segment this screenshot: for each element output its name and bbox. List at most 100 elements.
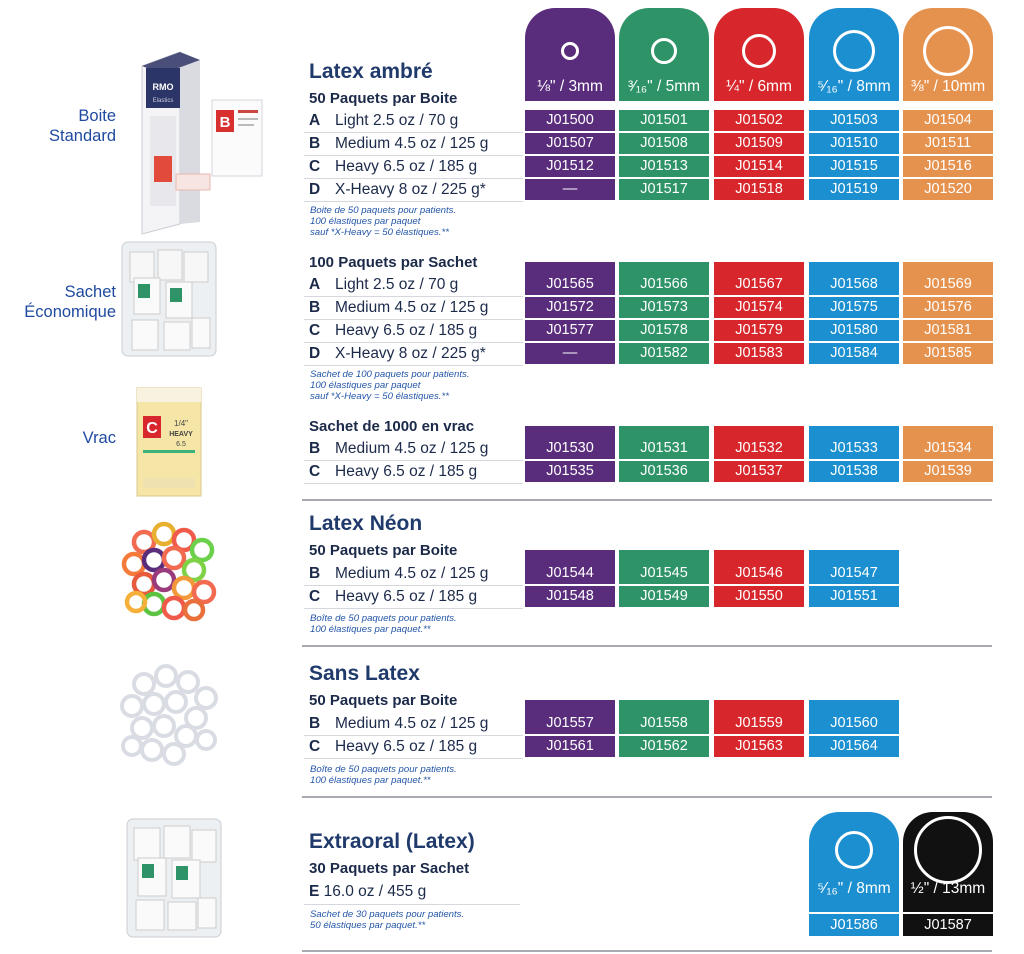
table-row-label: C Heavy 6.5 oz / 185 g xyxy=(309,736,477,757)
row-letter: D xyxy=(309,181,321,198)
table-row-label: B Medium 4.5 oz / 125 g xyxy=(309,133,488,154)
product-code-cell: J01500 xyxy=(525,110,615,131)
product-code-cell: J01539 xyxy=(903,461,993,482)
note-line: Sachet de 30 paquets pour patients. xyxy=(310,909,465,920)
product-code-cell: J01577 xyxy=(525,320,615,341)
product-code-cell: J01583 xyxy=(714,343,804,364)
row-name: Heavy xyxy=(335,738,379,755)
tag-hole-icon xyxy=(923,26,973,76)
row-line xyxy=(304,585,523,586)
table-row-label: A Light 2.5 oz / 70 g xyxy=(309,110,458,131)
product-code-cell: J01519 xyxy=(809,179,899,200)
sachet-photo xyxy=(121,241,217,357)
product-code-cell: J01518 xyxy=(714,179,804,200)
color-strip xyxy=(809,700,899,713)
note-line: 100 élastiques par paquet.** xyxy=(310,624,431,635)
product-code-cell: J01514 xyxy=(714,156,804,177)
row-name: Light xyxy=(335,112,369,129)
side-label-economique-line1: Sachet xyxy=(64,283,116,301)
size-tag: ³⁄₁₆" / 5mm xyxy=(619,8,709,101)
note-line: Boite de 50 paquets pour patients. xyxy=(310,205,457,216)
sans-latex-title: Sans Latex xyxy=(309,662,420,685)
row-letter: A xyxy=(309,276,321,293)
table-row-label: C Heavy 6.5 oz / 185 g xyxy=(309,461,477,482)
row-line xyxy=(304,483,523,484)
color-strip xyxy=(714,700,804,713)
table-row-label: B Medium 4.5 oz / 125 g xyxy=(309,297,488,318)
row-letter: C xyxy=(309,738,321,755)
color-strip xyxy=(619,700,709,713)
row-line xyxy=(304,904,520,905)
color-strip xyxy=(903,262,993,274)
row-letter: C xyxy=(309,322,321,339)
table-row-label: C Heavy 6.5 oz / 185 g xyxy=(309,156,477,177)
box-side-text: Elastics xyxy=(153,98,174,104)
product-code-cell: J01580 xyxy=(809,320,899,341)
product-code-cell: J01587 xyxy=(903,914,993,936)
product-code-cell: J01561 xyxy=(525,736,615,757)
row-line xyxy=(304,608,523,609)
latex-ambre-box-note: Boite de 50 paquets pour patients. 100 é… xyxy=(310,205,456,238)
tag-hole-icon xyxy=(914,816,982,884)
product-code-cell: J01508 xyxy=(619,133,709,154)
size-tag: ⅛" / 3mm xyxy=(525,8,615,101)
row-name: Medium xyxy=(335,135,391,152)
row-line xyxy=(304,460,523,461)
latex-ambre-sachet-subtitle: 100 Paquets par Sachet xyxy=(309,254,478,271)
row-letter: A xyxy=(309,112,321,129)
tag-hole-icon xyxy=(651,38,677,64)
section-divider xyxy=(302,796,992,798)
product-code-cell: J01545 xyxy=(619,563,709,584)
row-name: Heavy xyxy=(335,158,379,175)
product-code-cell: J01515 xyxy=(809,156,899,177)
row-name: Medium xyxy=(335,299,391,316)
product-code-cell: — xyxy=(525,343,615,364)
product-code-cell: J01510 xyxy=(809,133,899,154)
extraoral-sachet-photo xyxy=(126,818,222,938)
tag-hole-icon xyxy=(833,30,875,72)
row-spec: 6.5 oz / 185 g xyxy=(383,738,478,755)
color-strip xyxy=(525,700,615,713)
product-code-cell: J01503 xyxy=(809,110,899,131)
row-spec: 6.5 oz / 185 g xyxy=(383,588,478,605)
box-brand-text: RMO xyxy=(153,82,174,92)
product-code-cell: J01536 xyxy=(619,461,709,482)
product-code-cell: J01501 xyxy=(619,110,709,131)
product-code-cell: J01546 xyxy=(714,563,804,584)
color-strip xyxy=(525,550,615,563)
extraoral-title: Extraoral (Latex) xyxy=(309,830,475,853)
product-code-cell: J01579 xyxy=(714,320,804,341)
row-spec: 6.5 oz / 185 g xyxy=(383,463,478,480)
product-code-cell: J01578 xyxy=(619,320,709,341)
row-letter: B xyxy=(309,299,321,316)
sans-latex-subtitle: 50 Paquets par Boite xyxy=(309,692,458,709)
product-code-cell: J01504 xyxy=(903,110,993,131)
table-row-label: B Medium 4.5 oz / 125 g xyxy=(309,438,488,459)
product-code-cell: J01566 xyxy=(619,274,709,295)
color-strip xyxy=(525,262,615,274)
neon-rings-photo xyxy=(121,521,217,622)
row-spec: 4.5 oz / 125 g xyxy=(394,299,489,316)
color-strip xyxy=(809,550,899,563)
side-label-standard-line2: Standard xyxy=(49,127,116,145)
size-tag: ⁵⁄₁₆" / 8mm xyxy=(809,8,899,101)
vrac-oz-text: 6.5 xyxy=(176,441,186,448)
product-code-cell: J01547 xyxy=(809,563,899,584)
color-strip xyxy=(903,426,993,438)
size-label: ⅜" / 10mm xyxy=(910,78,986,95)
row-letter: C xyxy=(309,463,321,480)
row-line xyxy=(304,296,523,297)
row-letter: B xyxy=(309,440,321,457)
tag-hole-icon xyxy=(561,42,579,60)
side-label-economique-line2: Économique xyxy=(24,303,116,321)
row-spec: 6.5 oz / 185 g xyxy=(383,158,478,175)
sans-latex-note: Boîte de 50 paquets pour patients. 100 é… xyxy=(310,764,457,786)
product-code-cell: J01534 xyxy=(903,438,993,459)
product-code-cell: J01576 xyxy=(903,297,993,318)
row-name: Heavy xyxy=(335,463,379,480)
product-code-cell: J01560 xyxy=(809,713,899,734)
side-label-standard: Boite Standard xyxy=(40,106,116,146)
latex-ambre-title: Latex ambré xyxy=(309,60,433,83)
latex-ambre-sachet-note: Sachet de 100 paquets pour patients. 100… xyxy=(310,369,469,402)
color-strip xyxy=(619,426,709,438)
